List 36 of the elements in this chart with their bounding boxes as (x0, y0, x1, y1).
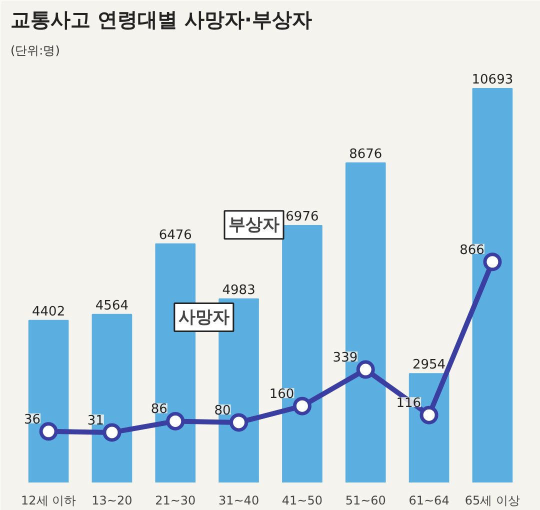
point (230, 413, 248, 432)
data-label: 6476 (158, 228, 192, 243)
data-label: 86 (150, 402, 168, 418)
data-label: 4402 (32, 304, 66, 320)
x-tick-label: 41~50 (282, 494, 323, 508)
x-tick-label: 65세 이상 (464, 494, 520, 508)
chart-subtitle: (단위:명) (10, 44, 60, 58)
data-label: 4564 (95, 298, 129, 314)
data-label: 36 (24, 412, 41, 428)
point (483, 252, 502, 272)
x-tick-label: 51~60 (345, 494, 386, 508)
point (166, 412, 185, 430)
chart-title: 교통사고 연령대별 사망자·부상자 (10, 8, 312, 32)
x-tick-label: 61~64 (408, 494, 450, 508)
data-label: 866 (460, 242, 484, 258)
data-label: 116 (396, 396, 422, 412)
data-label: 80 (214, 403, 231, 418)
data-label: 4983 (222, 282, 256, 298)
data-label: 31 (87, 413, 104, 428)
point (102, 423, 122, 442)
data-label: 339 (332, 350, 358, 366)
series-label: 부상자 (228, 214, 280, 235)
x-tick-label: 13~20 (92, 494, 132, 508)
data-label: 10693 (472, 72, 514, 88)
data-label: 6976 (286, 209, 319, 224)
point (356, 360, 375, 379)
point (420, 406, 438, 424)
data-label: 160 (269, 387, 294, 402)
text: 사망자 (178, 307, 230, 328)
x-tick-label: 12세 이하 (21, 494, 76, 508)
point (39, 422, 58, 441)
x-tick-label: 31~40 (218, 494, 260, 508)
point (292, 396, 312, 416)
x-tick-label: 21~30 (155, 494, 196, 508)
data-label: 8676 (349, 146, 382, 162)
data-label: 2954 (412, 358, 446, 373)
